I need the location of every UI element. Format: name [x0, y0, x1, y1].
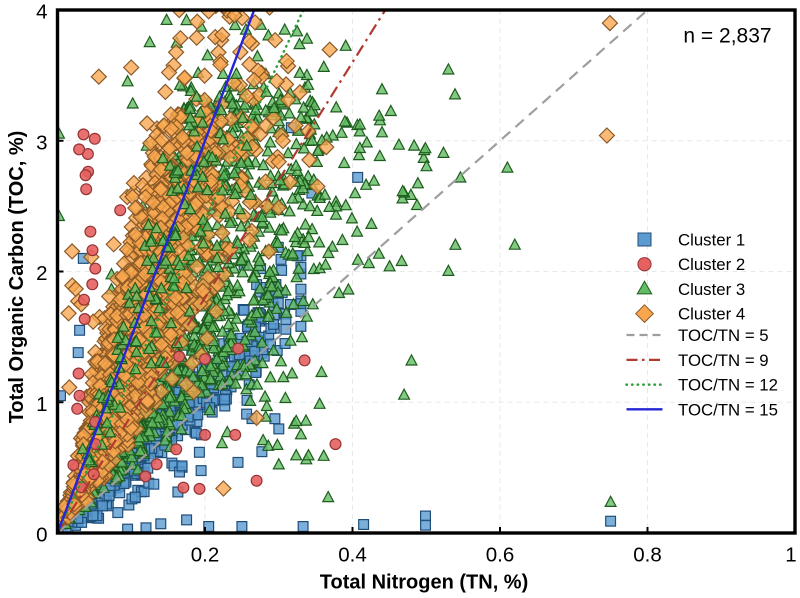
svg-text:0.4: 0.4 [338, 544, 367, 567]
svg-text:TOC/TN = 12: TOC/TN = 12 [678, 376, 778, 395]
svg-text:2: 2 [36, 262, 47, 285]
svg-text:Cluster 3: Cluster 3 [678, 280, 745, 299]
svg-text:0: 0 [36, 524, 47, 547]
svg-text:TOC/TN = 9: TOC/TN = 9 [678, 351, 769, 370]
svg-text:4: 4 [36, 1, 47, 24]
svg-text:n = 2,837: n = 2,837 [683, 25, 771, 48]
svg-text:1: 1 [785, 544, 796, 567]
svg-text:TOC/TN = 5: TOC/TN = 5 [678, 326, 769, 345]
svg-text:Cluster 2: Cluster 2 [678, 255, 745, 274]
svg-text:Cluster 4: Cluster 4 [678, 305, 745, 324]
svg-text:0.8: 0.8 [633, 544, 662, 567]
svg-text:1: 1 [36, 393, 47, 416]
svg-text:Total Organic Carbon (TOC, %): Total Organic Carbon (TOC, %) [6, 131, 28, 424]
svg-text:Total Nitrogen (TN, %): Total Nitrogen (TN, %) [320, 572, 529, 594]
svg-text:3: 3 [36, 131, 47, 154]
svg-text:0.2: 0.2 [191, 544, 220, 567]
svg-text:Cluster 1: Cluster 1 [678, 231, 745, 250]
svg-text:0.6: 0.6 [486, 544, 515, 567]
svg-text:TOC/TN = 15: TOC/TN = 15 [678, 400, 778, 419]
